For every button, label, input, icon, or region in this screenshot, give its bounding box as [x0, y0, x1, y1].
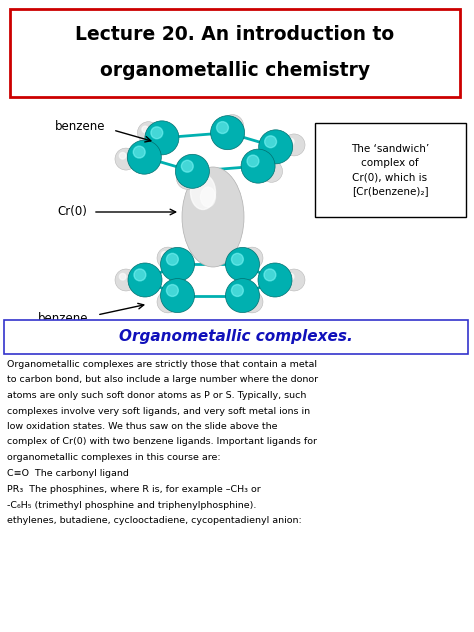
Ellipse shape	[201, 187, 216, 207]
Text: atoms are only such soft donor atoms as P or S. Typically, such: atoms are only such soft donor atoms as …	[7, 391, 306, 400]
Text: PR₃  The phosphines, where R is, for example –CH₃ or: PR₃ The phosphines, where R is, for exam…	[7, 485, 261, 494]
Circle shape	[157, 291, 179, 313]
Text: The ‘sandwich’
complex of
Cr(0), which is
[Cr(benzene)₂]: The ‘sandwich’ complex of Cr(0), which i…	[351, 144, 429, 196]
Circle shape	[283, 269, 305, 291]
Circle shape	[246, 252, 252, 258]
Circle shape	[166, 284, 178, 296]
Circle shape	[241, 291, 263, 313]
Circle shape	[151, 127, 163, 138]
Circle shape	[258, 263, 292, 297]
Circle shape	[119, 274, 126, 280]
Circle shape	[145, 121, 179, 155]
Circle shape	[161, 247, 194, 281]
Circle shape	[157, 247, 179, 269]
Circle shape	[134, 269, 146, 281]
Circle shape	[226, 279, 259, 313]
Circle shape	[247, 155, 259, 167]
Text: Organometallic complexes are strictly those that contain a metal: Organometallic complexes are strictly th…	[7, 360, 317, 369]
Circle shape	[217, 121, 228, 133]
Circle shape	[231, 284, 243, 296]
Circle shape	[226, 247, 259, 281]
Text: benzene: benzene	[55, 119, 106, 133]
Ellipse shape	[191, 174, 216, 209]
Circle shape	[128, 263, 162, 297]
FancyBboxPatch shape	[10, 9, 460, 97]
Text: organometallic chemistry: organometallic chemistry	[100, 61, 370, 80]
Circle shape	[181, 172, 188, 178]
Text: complexes involve very soft ligands, and very soft metal ions in: complexes involve very soft ligands, and…	[7, 406, 310, 415]
Circle shape	[176, 167, 199, 190]
Circle shape	[264, 269, 276, 281]
Text: to carbon bond, but also include a large number where the donor: to carbon bond, but also include a large…	[7, 375, 318, 384]
Circle shape	[119, 152, 126, 159]
Circle shape	[162, 295, 168, 302]
Circle shape	[175, 154, 210, 188]
Circle shape	[133, 146, 145, 158]
FancyBboxPatch shape	[4, 320, 468, 354]
Circle shape	[226, 119, 233, 126]
Circle shape	[115, 269, 137, 291]
Circle shape	[161, 279, 194, 313]
Text: Lecture 20. An introduction to: Lecture 20. An introduction to	[75, 25, 394, 44]
Circle shape	[241, 149, 275, 183]
Circle shape	[166, 253, 178, 265]
Text: ethylenes, butadiene, cyclooctadiene, cycopentadienyl anion:: ethylenes, butadiene, cyclooctadiene, cy…	[7, 516, 302, 525]
Text: benzene: benzene	[38, 312, 89, 325]
Circle shape	[265, 165, 272, 171]
Text: complex of Cr(0) with two benzene ligands. Important ligands for: complex of Cr(0) with two benzene ligand…	[7, 437, 317, 446]
Text: organometallic complexes in this course are:: organometallic complexes in this course …	[7, 453, 220, 462]
Circle shape	[264, 136, 276, 148]
Text: low oxidation states. We thus saw on the slide above the: low oxidation states. We thus saw on the…	[7, 422, 277, 431]
Circle shape	[287, 274, 294, 280]
Circle shape	[283, 134, 305, 156]
Circle shape	[231, 253, 243, 265]
Circle shape	[115, 148, 137, 170]
Circle shape	[241, 247, 263, 269]
Circle shape	[210, 116, 245, 150]
Circle shape	[221, 114, 244, 137]
Text: -C₆H₅ (trimethyl phosphine and triphenylphosphine).: -C₆H₅ (trimethyl phosphine and triphenyl…	[7, 501, 256, 509]
Circle shape	[137, 122, 159, 143]
Circle shape	[162, 252, 168, 258]
Circle shape	[287, 138, 294, 145]
Circle shape	[182, 161, 193, 172]
Ellipse shape	[182, 167, 244, 267]
Circle shape	[246, 295, 252, 302]
Circle shape	[261, 161, 283, 182]
Circle shape	[142, 126, 148, 133]
FancyBboxPatch shape	[315, 123, 466, 217]
Text: Cr(0): Cr(0)	[57, 205, 87, 219]
Text: C≡O  The carbonyl ligand: C≡O The carbonyl ligand	[7, 470, 129, 478]
Circle shape	[128, 140, 161, 174]
Circle shape	[259, 130, 292, 164]
Text: Organometallic complexes.: Organometallic complexes.	[119, 329, 353, 344]
